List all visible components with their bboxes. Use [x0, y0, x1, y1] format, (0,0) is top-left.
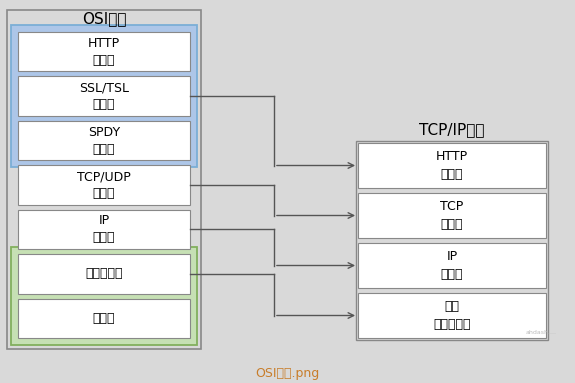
Text: HTTP
应用层: HTTP 应用层 — [436, 151, 468, 180]
FancyBboxPatch shape — [18, 254, 190, 294]
FancyBboxPatch shape — [358, 193, 546, 238]
FancyBboxPatch shape — [18, 77, 190, 116]
Text: OSI模型.png: OSI模型.png — [255, 367, 320, 380]
Text: TCP/UDP
传输层: TCP/UDP 传输层 — [77, 170, 131, 200]
Text: ahdash....: ahdash.... — [526, 329, 557, 334]
FancyBboxPatch shape — [358, 243, 546, 288]
FancyBboxPatch shape — [356, 141, 548, 340]
Text: IP
网络层: IP 网络层 — [441, 250, 463, 280]
Text: IP
网络层: IP 网络层 — [93, 214, 115, 244]
FancyBboxPatch shape — [18, 165, 190, 205]
FancyBboxPatch shape — [11, 247, 197, 345]
FancyBboxPatch shape — [7, 10, 201, 349]
FancyBboxPatch shape — [18, 121, 190, 160]
Text: HTTP
应用层: HTTP 应用层 — [88, 37, 120, 67]
FancyBboxPatch shape — [18, 32, 190, 71]
Text: TCP/IP模型: TCP/IP模型 — [419, 123, 485, 137]
Text: TCP
传输层: TCP 传输层 — [440, 200, 463, 231]
FancyBboxPatch shape — [358, 293, 546, 338]
Text: SSL/TSL
表示层: SSL/TSL 表示层 — [79, 81, 129, 111]
Text: 网络
数据链路层: 网络 数据链路层 — [433, 301, 471, 331]
FancyBboxPatch shape — [11, 25, 197, 167]
Text: SPDY
会话层: SPDY 会话层 — [88, 126, 120, 155]
FancyBboxPatch shape — [358, 143, 546, 188]
Text: OSI模型: OSI模型 — [82, 11, 126, 26]
Text: 数据链路层: 数据链路层 — [85, 267, 122, 280]
FancyBboxPatch shape — [18, 299, 190, 338]
FancyBboxPatch shape — [18, 210, 190, 249]
Text: 物理层: 物理层 — [93, 312, 115, 325]
